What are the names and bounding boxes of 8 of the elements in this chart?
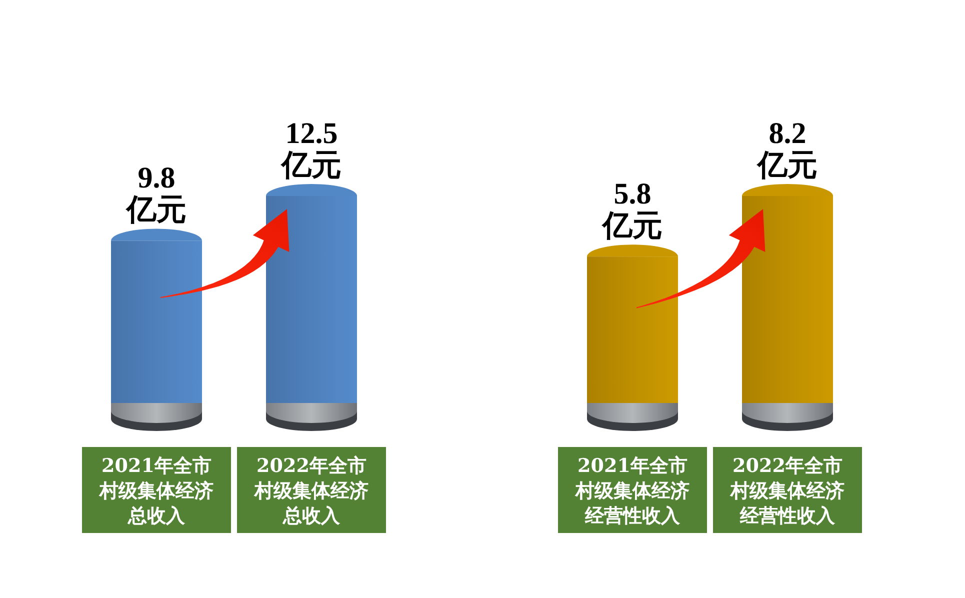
data-label: 12.5 亿元 xyxy=(280,117,342,182)
data-label: 8.2 亿元 xyxy=(756,117,818,182)
x-tick-label: 2021年全市村级集体经济经营性收入 xyxy=(574,455,690,527)
x-tick-label: 2022年全市村级集体经济经营性收入 xyxy=(730,455,844,527)
x-tick-label: 2021年全市村级集体经济总收入 xyxy=(98,455,214,527)
data-label: 9.8 亿元 xyxy=(124,162,186,227)
x-tick-label: 2022年全市村级集体经济总收入 xyxy=(254,455,368,527)
data-label: 5.8 亿元 xyxy=(600,178,662,243)
